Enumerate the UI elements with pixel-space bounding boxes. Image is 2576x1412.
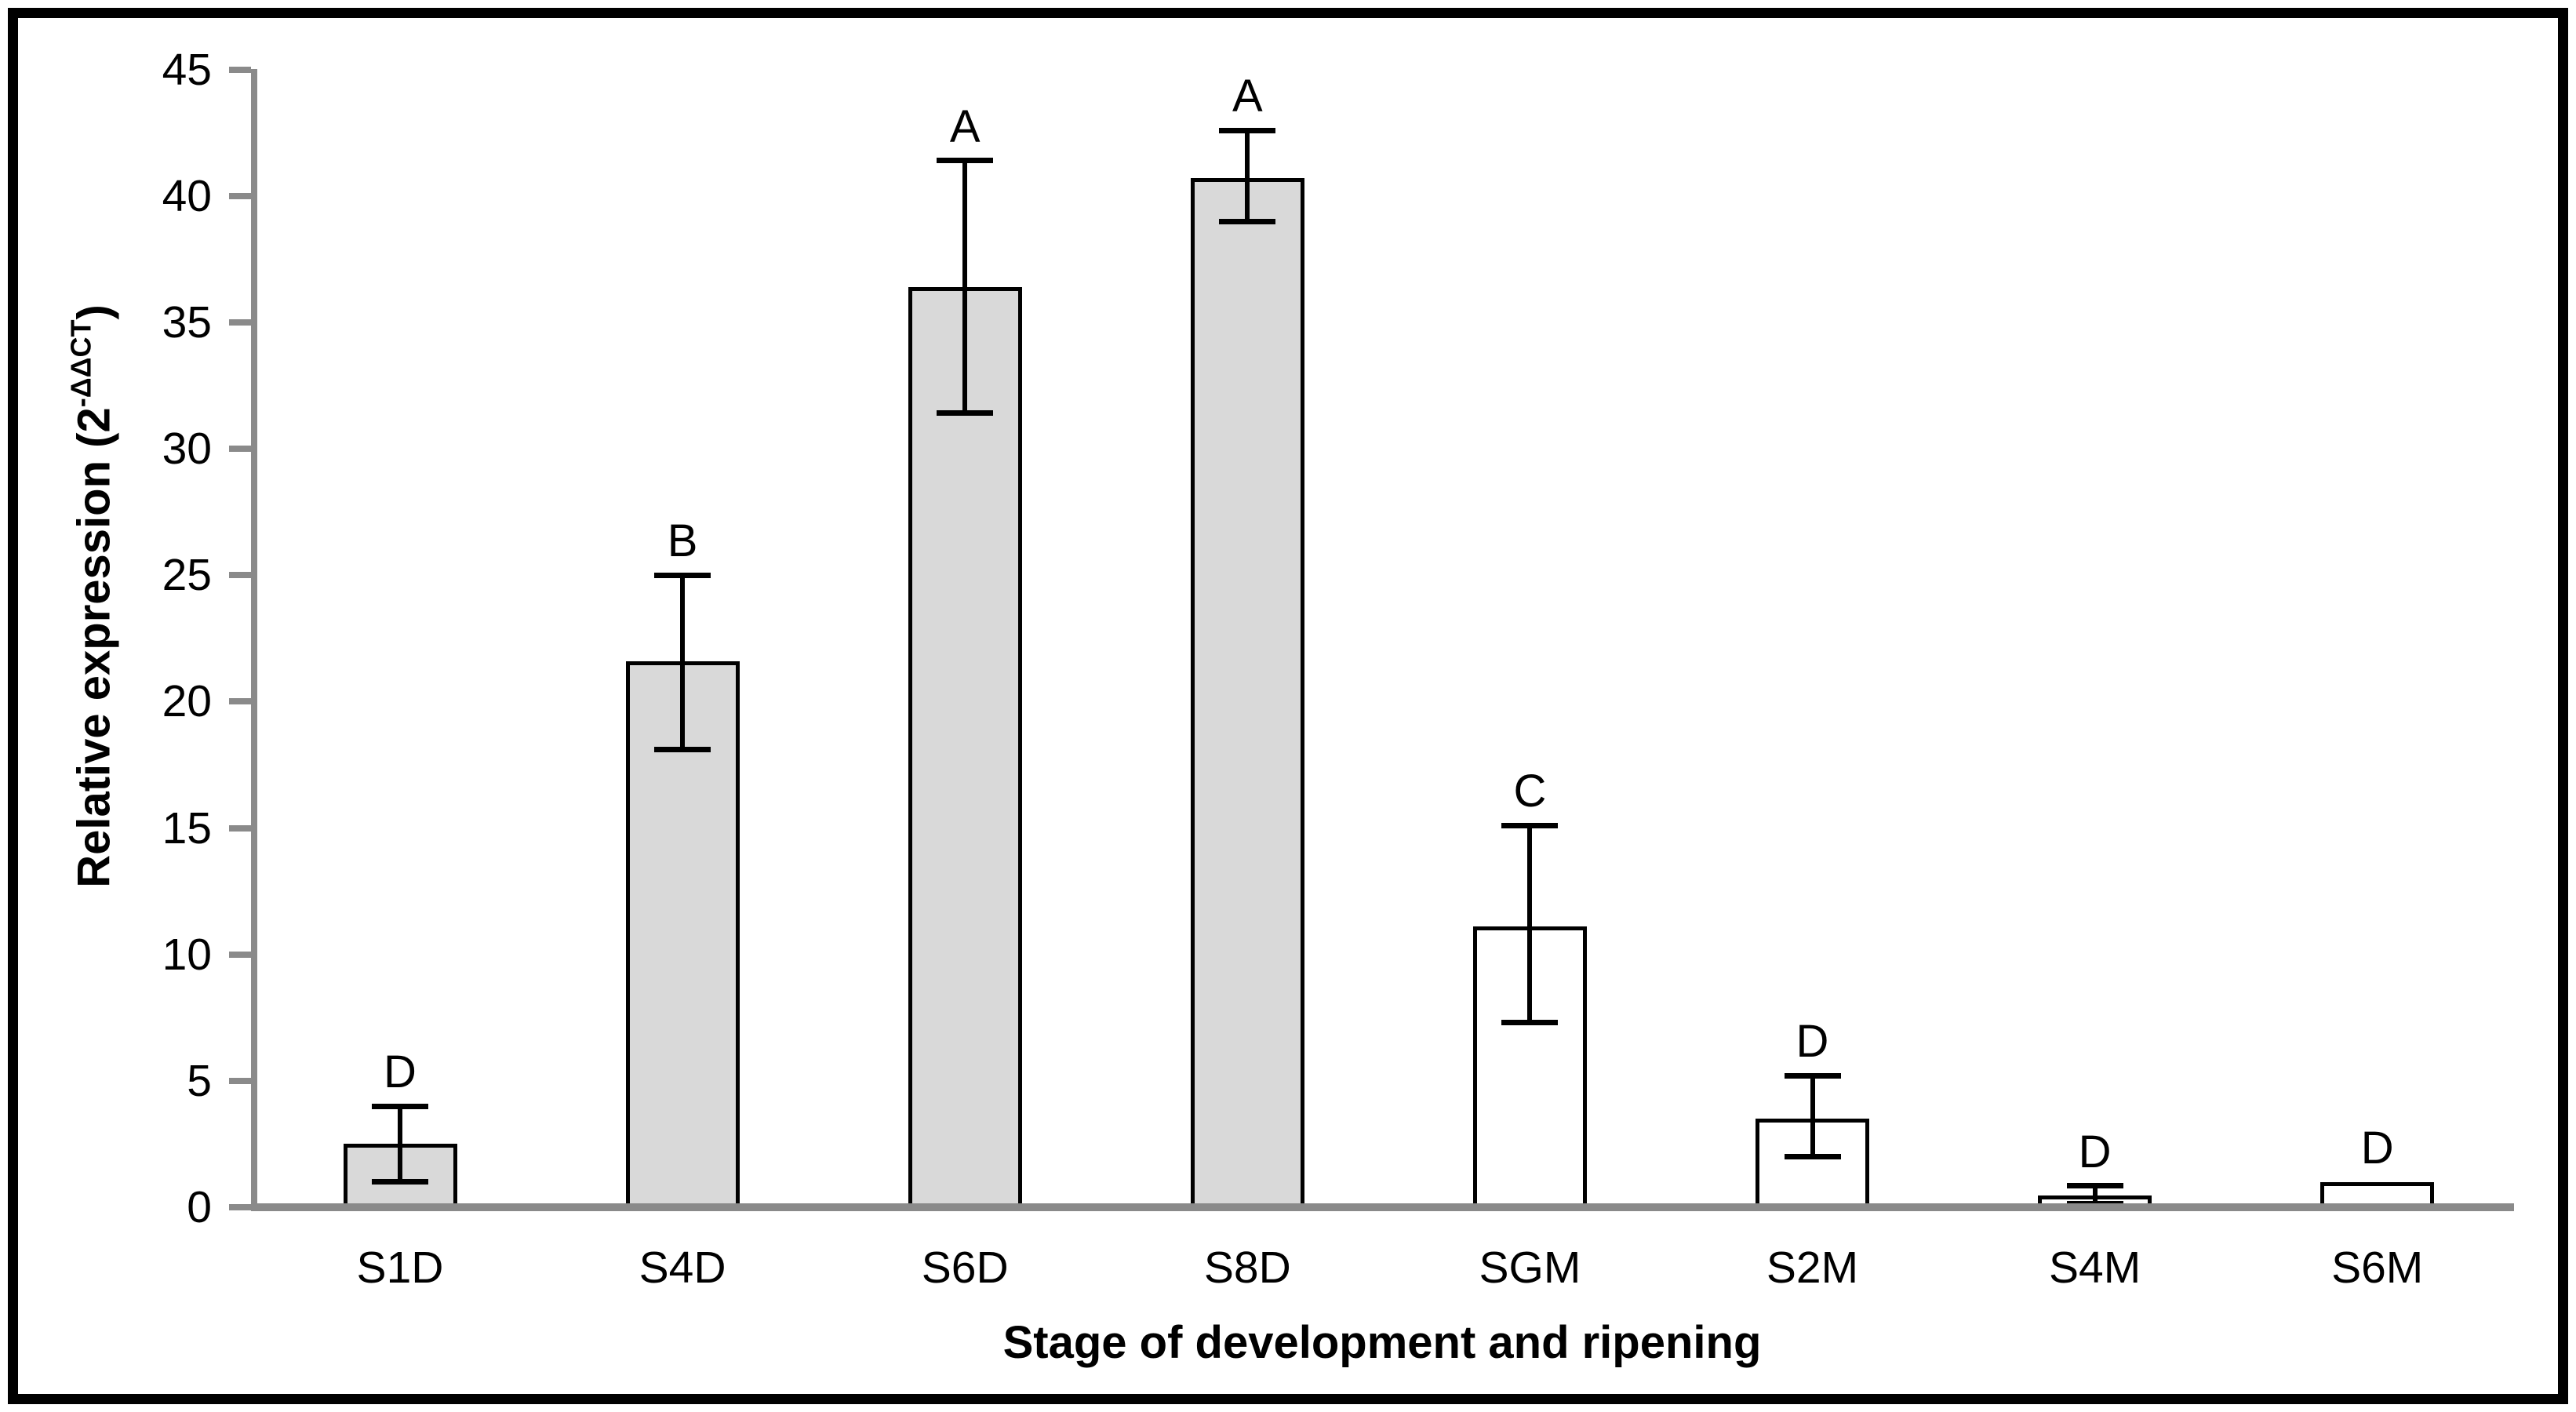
y-tick-label: 0 [187, 1182, 212, 1232]
error-bar-line-S2M [1810, 1075, 1815, 1157]
error-bar-cap-top-S1D [372, 1103, 428, 1109]
sig-letter-S8D: A [1232, 71, 1263, 122]
sig-letter-S6M: D [2360, 1122, 2394, 1174]
y-axis-title: Relative expression (2-ΔΔCT) [65, 304, 121, 888]
error-bar-line-S4M [2092, 1185, 2098, 1204]
y-tick [229, 446, 251, 453]
sig-letter-S4M: D [2078, 1126, 2112, 1177]
error-bar-line-S1D [398, 1106, 402, 1182]
sig-letter-S6D: A [949, 100, 981, 152]
y-tick [229, 66, 251, 73]
x-axis-line [251, 1203, 2514, 1211]
error-bar-cap-top-S6D [937, 158, 994, 164]
y-tick-label: 20 [162, 676, 212, 727]
y-tick-label: 10 [162, 929, 212, 980]
figure-border [8, 8, 2568, 1404]
y-tick-label: 15 [162, 802, 212, 853]
bar-S8D [1190, 178, 1304, 1210]
y-tick-label: 40 [162, 170, 212, 221]
y-tick [229, 192, 251, 199]
y-axis-title-close: ) [68, 304, 120, 320]
error-bar-cap-bottom-S2M [1784, 1154, 1841, 1160]
sig-letter-S1D: D [384, 1046, 417, 1098]
error-bar-cap-top-SGM [1501, 822, 1559, 828]
y-tick [229, 698, 251, 705]
error-bar-cap-bottom-S1D [372, 1179, 428, 1185]
error-bar-line-S8D [1245, 130, 1250, 222]
sig-letter-S4D: B [667, 515, 698, 567]
y-tick [229, 824, 251, 832]
error-bar-cap-bottom-S4D [654, 747, 711, 753]
error-bar-cap-top-S4D [654, 572, 711, 578]
y-axis-line [251, 69, 257, 1211]
y-tick-label: 25 [162, 550, 212, 601]
y-tick [229, 1204, 251, 1210]
y-axis-title-superscript: -ΔΔCT [64, 319, 97, 408]
error-bar-cap-bottom-S6D [937, 410, 994, 417]
category-label-S2M: S2M [1766, 1243, 1859, 1293]
error-bar-cap-top-S4M [2066, 1183, 2123, 1189]
error-bar-cap-top-S8D [1219, 127, 1276, 133]
sig-letter-S2M: D [1796, 1016, 1829, 1068]
y-tick-label: 35 [162, 297, 212, 348]
error-bar-line-S6D [962, 160, 968, 413]
category-label-S4D: S4D [639, 1243, 726, 1293]
error-bar-cap-bottom-S8D [1219, 218, 1276, 224]
category-label-S6M: S6M [2331, 1243, 2424, 1293]
y-axis-title-base: Relative expression (2 [68, 407, 120, 888]
category-label-S6D: S6D [921, 1243, 1009, 1293]
y-tick-label: 45 [162, 44, 212, 95]
y-tick [229, 1077, 251, 1084]
error-bar-cap-top-S2M [1784, 1072, 1841, 1079]
y-tick [229, 318, 251, 326]
y-tick [229, 951, 251, 958]
error-bar-cap-bottom-SGM [1501, 1020, 1559, 1026]
category-label-S8D: S8D [1203, 1243, 1291, 1293]
y-tick-label: 5 [187, 1055, 212, 1106]
x-axis-title: Stage of development and ripening [1002, 1317, 1762, 1368]
category-label-S4M: S4M [2048, 1243, 2141, 1293]
y-tick [229, 572, 251, 579]
error-bar-line-S4D [680, 575, 686, 750]
sig-letter-SGM: C [1513, 766, 1547, 817]
error-bar-line-SGM [1527, 825, 1533, 1023]
category-label-SGM: SGM [1479, 1243, 1581, 1293]
bar-S6D [908, 286, 1022, 1210]
y-tick-label: 30 [162, 424, 212, 475]
category-label-S1D: S1D [356, 1243, 444, 1293]
